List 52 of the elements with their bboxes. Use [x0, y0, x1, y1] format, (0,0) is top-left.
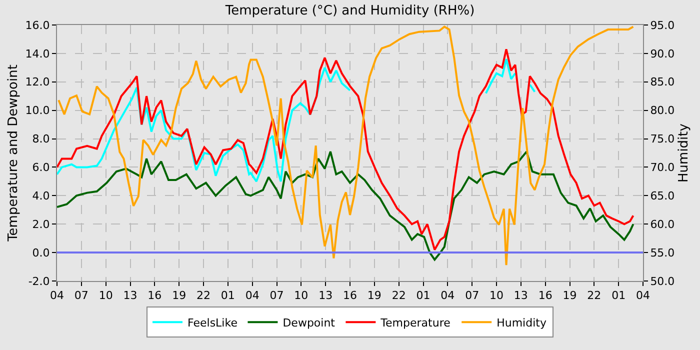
x-tick-label: 04 — [636, 289, 650, 302]
x-tick-label: 10 — [294, 289, 308, 302]
x-tick-label: 10 — [490, 289, 504, 302]
y2-tick-label: 70.0 — [650, 161, 675, 174]
y2-tick-label: 80.0 — [650, 104, 675, 118]
x-tick-label: 01 — [416, 289, 430, 302]
x-tick-label: 22 — [196, 289, 210, 302]
x-tick-label: 07 — [74, 289, 88, 302]
y-tick-label: 4.0 — [32, 190, 50, 203]
x-tick-label: 07 — [465, 289, 480, 302]
y-tick-label: 12.0 — [25, 76, 50, 89]
y2-tick-label: 50.0 — [650, 274, 675, 288]
x-tick-label: 16 — [538, 289, 552, 302]
x-tick-label: 13 — [318, 289, 333, 302]
x-tick-label: 19 — [562, 289, 577, 302]
x-tick-label: 13 — [123, 289, 138, 302]
x-tick-label: 22 — [392, 289, 406, 302]
y2-tick-label: 65.0 — [650, 190, 675, 203]
x-tick-label: 01 — [612, 289, 626, 302]
y2-tick-label: 95.0 — [650, 18, 675, 32]
x-tick-label: 04 — [50, 289, 64, 302]
y-axis-title: Temperature and Dewpoint — [6, 64, 22, 242]
x-tick-label: 19 — [172, 289, 186, 302]
y-tick-label: 6.0 — [32, 161, 50, 174]
x-tick-label: 19 — [367, 289, 382, 302]
legend-label: FeelsLike — [188, 316, 238, 330]
x-tick-label: 13 — [514, 289, 528, 302]
y2-tick-label: 75.0 — [650, 132, 675, 146]
y2-tick-label: 85.0 — [650, 76, 675, 89]
legend-label: Temperature — [380, 316, 451, 330]
y-tick-label: 0.0 — [32, 246, 50, 260]
x-tick-label: 04 — [440, 289, 455, 302]
y-tick-label: 14.0 — [25, 47, 50, 60]
y-tick-label: 2.0 — [32, 218, 50, 231]
legend-label: Humidity — [496, 316, 547, 330]
y2-tick-label: 60.0 — [650, 218, 675, 231]
y-tick-label: -2.0 — [28, 274, 50, 288]
x-tick-label: 04 — [245, 289, 260, 302]
chart-title: Temperature (°C) and Humidity (RH%) — [224, 3, 475, 18]
y-tick-label: 16.0 — [25, 18, 50, 32]
x-tick-label: 10 — [98, 289, 113, 302]
x-tick-label: 07 — [270, 289, 284, 302]
y2-tick-label: 55.0 — [650, 246, 675, 260]
y-tick-label: 8.0 — [32, 132, 50, 146]
y2-axis-title: Humidity — [676, 123, 692, 182]
legend-label: Dewpoint — [282, 316, 336, 330]
x-tick-label: 16 — [148, 289, 162, 302]
x-tick-label: 01 — [220, 289, 235, 302]
y2-tick-label: 90.0 — [650, 47, 675, 60]
x-tick-label: 22 — [587, 289, 602, 302]
y-tick-label: 10.0 — [25, 104, 50, 118]
x-tick-label: 16 — [343, 289, 357, 302]
